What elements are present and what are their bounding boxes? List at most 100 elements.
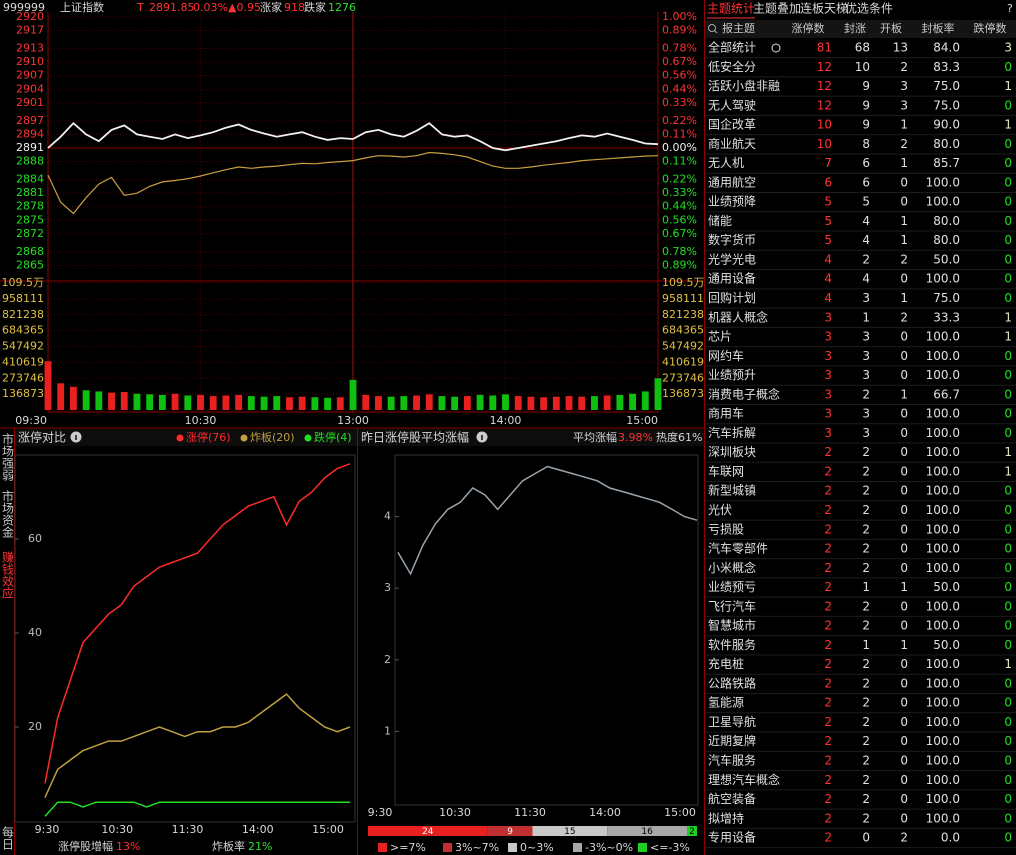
cell: 1: [862, 310, 870, 324]
theme-name[interactable]: 回购计划: [708, 290, 756, 305]
theme-name[interactable]: 小米概念: [708, 560, 756, 575]
theme-name[interactable]: 亏损股: [708, 522, 744, 536]
theme-name[interactable]: 汽车零部件: [708, 541, 768, 556]
theme-name[interactable]: 低安全分: [708, 59, 756, 74]
theme-name[interactable]: 公路铁路: [708, 675, 756, 690]
theme-name[interactable]: 业绩预升: [708, 368, 756, 382]
y-tick-label: 2913: [16, 42, 44, 55]
theme-name[interactable]: 深圳板块: [708, 445, 756, 459]
theme-name[interactable]: 业绩预亏: [708, 580, 756, 594]
theme-name[interactable]: 芯片: [708, 330, 732, 344]
column-header[interactable]: 开板: [880, 21, 902, 35]
theme-name[interactable]: 消费电子概念: [708, 386, 780, 401]
cell: 75.0: [933, 291, 960, 305]
volume-bar: [209, 396, 217, 410]
volume-bar: [57, 383, 65, 410]
y-tick-label: 60: [28, 532, 42, 545]
side-tab[interactable]: 市场强弱: [1, 432, 15, 482]
y2-tick-label: 0.89%: [662, 24, 697, 37]
info-icon-glyph: [481, 435, 483, 440]
volume-tick-label: 821238: [2, 308, 44, 321]
theme-name[interactable]: 储能: [708, 213, 732, 228]
tab[interactable]: 连板天梯: [800, 1, 848, 16]
theme-name[interactable]: 全部统计: [708, 40, 756, 55]
column-header[interactable]: 跌停数: [974, 21, 1007, 35]
theme-name[interactable]: 通用航空: [708, 174, 756, 189]
theme-name[interactable]: 拟增持: [708, 810, 744, 825]
theme-name[interactable]: 氢能源: [708, 695, 744, 710]
theme-name[interactable]: 无人驾驶: [708, 97, 756, 112]
cell: 0: [900, 407, 908, 421]
volume-tick-label: 410619: [2, 355, 44, 368]
cell: 2: [824, 696, 832, 710]
theme-name[interactable]: 专用设备: [708, 830, 756, 845]
theme-name[interactable]: 近期复牌: [708, 734, 756, 748]
theme-name[interactable]: 商业航天: [708, 136, 756, 151]
theme-name[interactable]: 商用车: [708, 406, 744, 421]
theme-name[interactable]: 业绩预降: [708, 195, 756, 209]
cell: 1: [862, 580, 870, 594]
theme-name[interactable]: 光伏: [708, 503, 732, 517]
cell: 2: [824, 580, 832, 594]
cell: 0: [900, 676, 908, 690]
theme-name[interactable]: 充电桩: [708, 656, 744, 671]
side-tab[interactable]: 每日: [1, 825, 15, 850]
theme-name[interactable]: 汽车服务: [708, 752, 756, 767]
volume-bar: [552, 396, 560, 410]
cell: 0: [900, 773, 908, 787]
column-header[interactable]: 封涨: [844, 21, 866, 35]
theme-name[interactable]: 车联网: [708, 463, 744, 478]
y-tick-label: 2920: [16, 10, 44, 23]
cell: 3: [862, 330, 870, 344]
cell: 3: [862, 291, 870, 305]
volume-bar: [400, 396, 408, 410]
tab[interactable]: 优选条件: [845, 2, 893, 16]
cell: 0: [1004, 291, 1012, 305]
y-tick-label: 4: [384, 510, 391, 523]
cell: 0: [1004, 696, 1012, 710]
side-tab[interactable]: 赚钱效应: [1, 550, 15, 599]
cell: 0: [862, 831, 870, 845]
theme-name[interactable]: 飞行汽车: [708, 598, 756, 613]
cell: 2: [824, 811, 832, 825]
theme-name[interactable]: 数字货币: [708, 232, 756, 247]
legend-dot: [304, 434, 312, 442]
theme-name[interactable]: 卫星导航: [708, 714, 756, 729]
column-header[interactable]: 封板率: [922, 21, 955, 35]
y2-tick-label: 0.33%: [662, 96, 697, 109]
theme-name[interactable]: 新型城镇: [708, 483, 756, 498]
series-line: [397, 465, 698, 576]
cell: 80.0: [933, 233, 960, 247]
theme-name[interactable]: 软件服务: [708, 637, 756, 652]
cell: 100.0: [926, 368, 960, 382]
theme-name[interactable]: 网约车: [708, 348, 744, 363]
row-icon[interactable]: [771, 43, 781, 53]
cell: 100.0: [926, 522, 960, 536]
theme-name[interactable]: 通用设备: [708, 272, 756, 286]
cell: 3: [824, 368, 832, 382]
cell: 6: [862, 156, 870, 170]
plot-frame: [394, 454, 699, 806]
column-header[interactable]: 报主题: [722, 21, 755, 35]
tab[interactable]: 主题叠加: [753, 2, 801, 16]
theme-name[interactable]: 智慧城市: [708, 618, 756, 633]
side-tab[interactable]: 市场资金: [1, 489, 15, 538]
theme-name[interactable]: 无人机: [708, 156, 744, 170]
cell: 0: [1004, 214, 1012, 228]
column-header[interactable]: 涨停数: [792, 21, 825, 35]
tab[interactable]: 主题统计: [707, 2, 755, 16]
cell: 0: [900, 484, 908, 498]
cell: 2: [824, 753, 832, 767]
theme-name[interactable]: 理想汽车概念: [708, 772, 780, 787]
cell: 2: [824, 715, 832, 729]
help[interactable]: ?: [1007, 2, 1013, 15]
cell: 2: [824, 599, 832, 613]
theme-name[interactable]: 国企改革: [708, 117, 756, 132]
theme-name[interactable]: 机器人概念: [708, 309, 768, 324]
cell: 3: [824, 349, 832, 363]
search-icon[interactable]: [708, 24, 716, 32]
theme-name[interactable]: 汽车拆解: [708, 425, 756, 440]
theme-name[interactable]: 活跃小盘非融: [708, 78, 780, 93]
theme-name[interactable]: 航空装备: [708, 791, 756, 806]
theme-name[interactable]: 光学光电: [708, 251, 756, 266]
